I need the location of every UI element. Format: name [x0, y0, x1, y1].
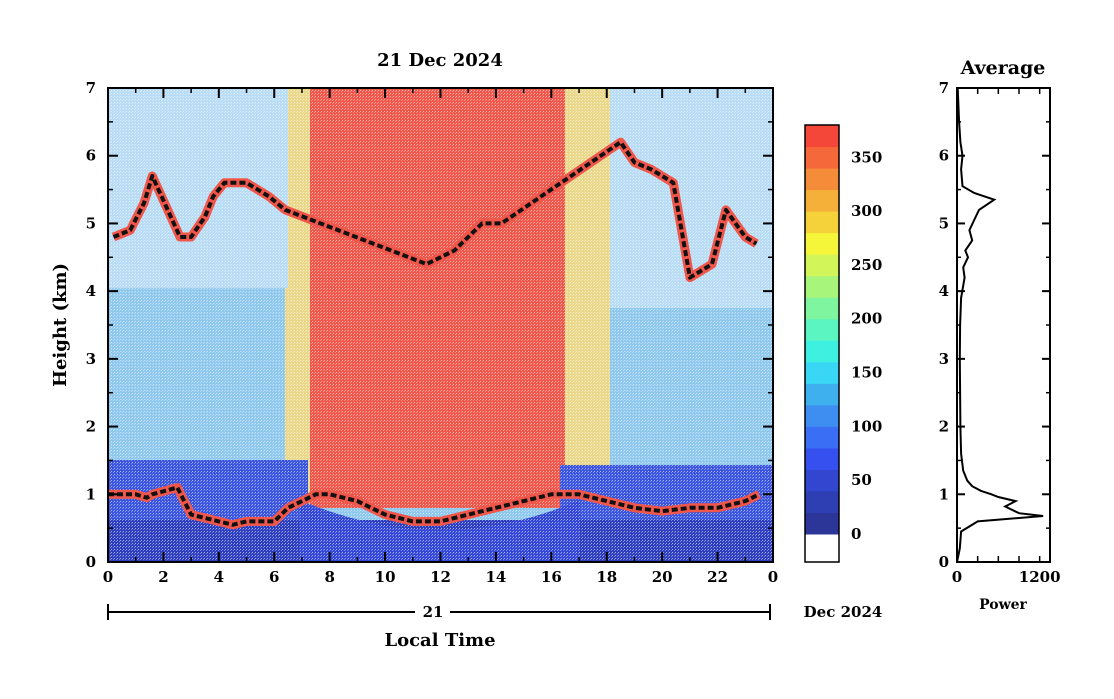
colorbar-band [805, 426, 839, 449]
profile-x-tick-label: 0 [952, 568, 962, 586]
colorbar-empty-band [805, 534, 839, 562]
y-tick-label: 7 [86, 79, 96, 97]
colorbar-band [805, 340, 839, 363]
y-tick-label: 4 [86, 282, 96, 300]
x-tick-label: 12 [430, 568, 451, 586]
x-tick-label: 20 [652, 568, 673, 586]
x-tick-label: 0 [103, 568, 113, 586]
x-tick-label: 16 [541, 568, 562, 586]
colorbar-tick-label: 250 [851, 256, 882, 274]
colorbar-band [805, 318, 839, 341]
colorbar-tick-label: 150 [851, 364, 882, 382]
x-tick-label: 0 [768, 568, 778, 586]
profile-x-tick-label: 1200 [1019, 568, 1061, 586]
colorbar-tick-label: 300 [851, 202, 882, 220]
colorbar-band [805, 447, 839, 470]
colorbar-band [805, 383, 839, 406]
colorbar-band [805, 232, 839, 255]
colorbar [804, 124, 840, 563]
profile-y-tick-label: 0 [939, 553, 949, 571]
colorbar-frame [804, 124, 840, 563]
colorbar-band [805, 275, 839, 298]
colorbar-band [805, 254, 839, 277]
profile-y-tick-label: 3 [939, 350, 949, 368]
x-tick-label: 22 [707, 568, 728, 586]
y-tick-label: 3 [86, 350, 96, 368]
profile-y-tick-label: 6 [939, 147, 949, 165]
profile-y-tick-label: 7 [939, 79, 949, 97]
profile-frame [956, 87, 1051, 563]
profile-x-axis-label: Power [979, 597, 1027, 613]
colorbar-band [805, 146, 839, 169]
profile-y-tick-label: 2 [939, 418, 949, 436]
profile-y-tick-label: 4 [939, 282, 949, 300]
x-tick-label: 6 [269, 568, 279, 586]
y-tick-label: 0 [86, 553, 96, 571]
colorbar-tick-label: 0 [851, 525, 861, 543]
colorbar-band [805, 512, 839, 535]
date-axis-day: 21 [423, 603, 444, 621]
colorbar-tick-label: 50 [851, 471, 872, 489]
main-y-axis-label: Height (km) [50, 263, 71, 387]
colorbar-tick-label: 350 [851, 148, 882, 166]
colorbar-ticks: 0 50 100 150 200 250 300 350 [851, 148, 882, 543]
profile-line [956, 87, 1044, 563]
profile-y-tick-label: 1 [939, 485, 949, 503]
profile-chart-title: Average [960, 57, 1046, 79]
x-tick-label: 4 [214, 568, 224, 586]
date-axis: 21 Dec 2024 [107, 603, 883, 621]
colorbar-band [805, 361, 839, 384]
heatmap-body [108, 88, 773, 562]
main-x-axis-label: Local Time [384, 630, 495, 651]
x-tick-label: 14 [485, 568, 506, 586]
x-tick-label: 18 [596, 568, 617, 586]
x-tick-label: 2 [158, 568, 168, 586]
colorbar-band [805, 490, 839, 513]
y-tick-label: 6 [86, 147, 96, 165]
colorbar-band [805, 211, 839, 234]
x-tick-label: 8 [324, 568, 334, 586]
y-tick-label: 2 [86, 418, 96, 436]
heatmap-speckle-overlay [108, 88, 773, 562]
x-tick-label: 10 [375, 568, 396, 586]
y-tick-label: 1 [86, 485, 96, 503]
date-axis-month-year: Dec 2024 [804, 603, 883, 621]
upper-cloud-trace [112, 140, 758, 280]
colorbar-band [805, 189, 839, 212]
colorbar-tick-label: 200 [851, 310, 882, 328]
cloud-base-trace [108, 485, 760, 527]
colorbar-tick-label: 100 [851, 417, 882, 435]
colorbar-band [805, 297, 839, 320]
profile-y-tick-label: 5 [939, 214, 949, 232]
y-tick-label: 5 [86, 214, 96, 232]
colorbar-band [805, 404, 839, 427]
colorbar-band [805, 469, 839, 492]
colorbar-band [805, 168, 839, 191]
colorbar-band [805, 125, 839, 148]
main-chart-title: 21 Dec 2024 [377, 50, 503, 71]
